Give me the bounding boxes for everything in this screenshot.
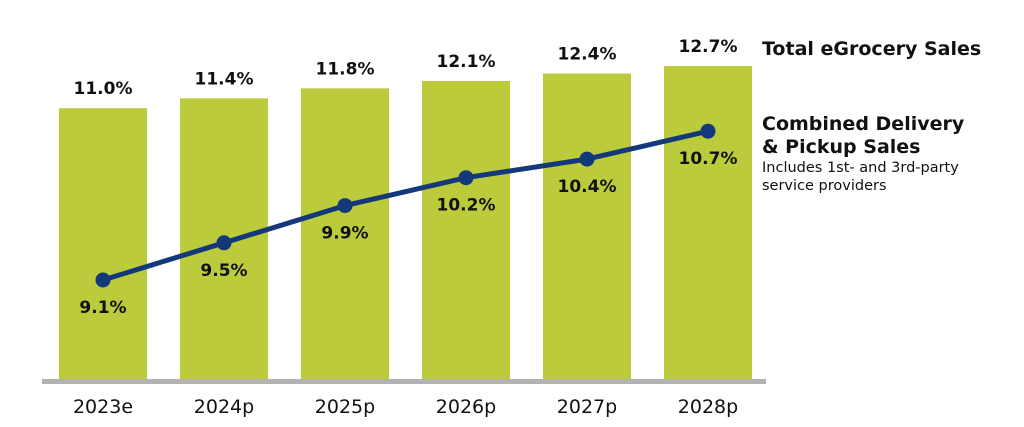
bar-value-label: 11.8%: [316, 59, 375, 79]
bar-value-label: 12.4%: [558, 44, 617, 64]
line-point: [700, 123, 716, 139]
legend-line: Combined Delivery & Pickup Sales Include…: [762, 113, 964, 195]
x-tick-label: 2026p: [436, 396, 496, 418]
bar: [59, 108, 147, 381]
bar: [422, 80, 510, 382]
legend-line-note-2: service providers: [762, 178, 887, 194]
legend-bar: Total eGrocery Sales: [762, 38, 981, 61]
line-point: [337, 198, 353, 214]
x-tick-label: 2027p: [557, 396, 617, 418]
bar-value-label: 12.7%: [679, 37, 738, 57]
line-point: [95, 272, 111, 288]
legend-line-title-2: & Pickup Sales: [762, 136, 921, 158]
bar-value-label: 11.4%: [195, 69, 254, 89]
line-value-label: 10.7%: [679, 149, 738, 169]
line-value-label: 10.2%: [437, 196, 496, 216]
legend-bar-title: Total eGrocery Sales: [762, 38, 982, 60]
x-tick-label: 2025p: [315, 396, 375, 418]
bar-value-label: 12.1%: [437, 52, 496, 72]
bar: [301, 88, 389, 382]
x-axis-line: [42, 379, 766, 384]
bar: [664, 66, 752, 381]
line-value-label: 10.4%: [558, 177, 617, 197]
line-value-label: 9.9%: [321, 224, 368, 244]
line-point: [579, 151, 595, 167]
legend-line-note-1: Includes 1st- and 3rd-party: [762, 160, 959, 176]
x-tick-label: 2024p: [194, 396, 254, 418]
line-value-label: 9.1%: [79, 298, 126, 318]
x-tick-label: 2023e: [73, 396, 133, 418]
legend-line-title-1: Combined Delivery: [762, 113, 965, 135]
bar: [543, 73, 631, 381]
line-point: [216, 235, 232, 251]
line-series: [102, 128, 709, 283]
line-value-label: 9.5%: [200, 261, 247, 281]
x-tick-label: 2028p: [678, 396, 738, 418]
line-point: [458, 170, 474, 186]
bar-value-label: 11.0%: [74, 79, 133, 99]
